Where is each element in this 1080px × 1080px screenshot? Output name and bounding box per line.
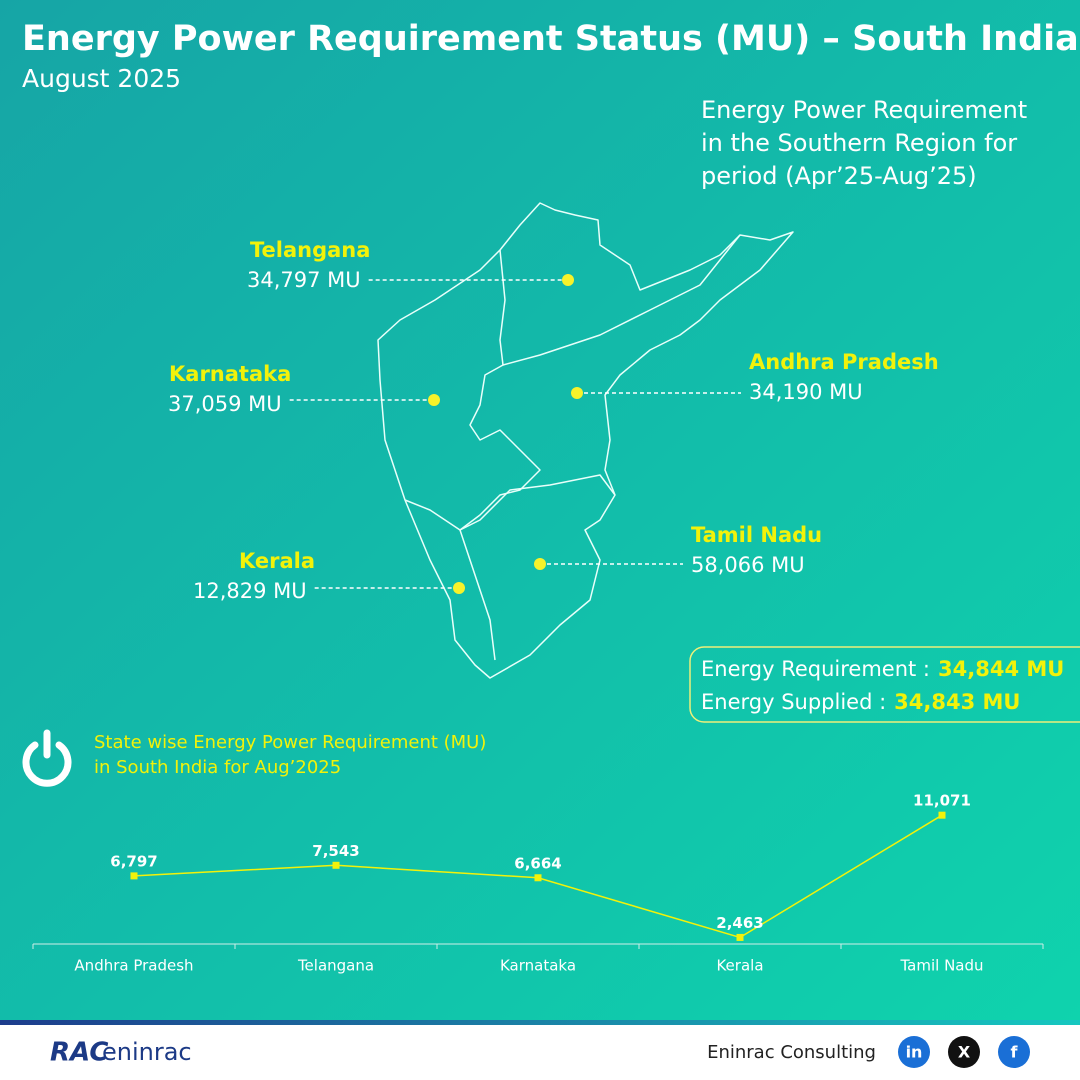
- data-point: [130, 872, 138, 880]
- value-label: 11,071: [913, 792, 971, 810]
- social-glyph[interactable]: f: [1011, 1043, 1019, 1062]
- state-dot: [428, 394, 440, 406]
- summary-box: [689, 646, 1080, 723]
- data-point: [332, 861, 340, 869]
- x-tick-label: Karnataka: [500, 957, 576, 975]
- x-tick-label: Telangana: [297, 957, 374, 975]
- power-icon: [22, 729, 72, 787]
- state-name: Andhra Pradesh: [749, 350, 939, 374]
- state-value: 34,190 MU: [749, 380, 863, 404]
- state-value: 34,797 MU: [247, 268, 361, 292]
- state-dot: [562, 274, 574, 286]
- border: [459, 529, 496, 661]
- logo-text: eninrac: [102, 1038, 192, 1066]
- border: [499, 234, 741, 366]
- state-value: 37,059 MU: [168, 392, 282, 416]
- state-name: Tamil Nadu: [691, 523, 822, 547]
- background: [0, 0, 1080, 1022]
- title: Energy Power Requirement Status (MU) – S…: [22, 19, 1079, 59]
- x-tick-label: Kerala: [716, 957, 763, 975]
- x-tick-label: Tamil Nadu: [899, 957, 983, 975]
- data-point: [938, 811, 946, 819]
- state-name: Kerala: [239, 549, 315, 573]
- social-glyph[interactable]: X: [958, 1043, 971, 1062]
- state-dot: [453, 582, 465, 594]
- border: [404, 474, 616, 531]
- state-dot: [534, 558, 546, 570]
- summary-label: Energy Requirement :: [701, 657, 930, 681]
- state-name: Telangana: [250, 238, 370, 262]
- note-line: period (Apr’25-Aug’25): [701, 162, 977, 190]
- state-name: Karnataka: [169, 362, 291, 386]
- value-label: 2,463: [716, 914, 763, 932]
- region-note: Energy Power Requirement in the Southern…: [701, 96, 1027, 190]
- summary-value: 34,843 MU: [894, 690, 1020, 714]
- logo-mark: RAC: [50, 1038, 108, 1068]
- summary-label: Energy Supplied :: [701, 690, 886, 714]
- state-value: 12,829 MU: [193, 579, 307, 603]
- value-label: 7,543: [312, 842, 359, 860]
- logo: RAC eninrac: [50, 1038, 192, 1068]
- summary-value: 34,844 MU: [938, 657, 1064, 681]
- company: Eninrac Consulting: [707, 1042, 876, 1063]
- footer-strip: [0, 1020, 1080, 1025]
- social-icon[interactable]: [898, 1036, 930, 1068]
- state-dot: [571, 387, 583, 399]
- x-tick-label: Andhra Pradesh: [74, 957, 193, 975]
- state-value: 58,066 MU: [691, 553, 805, 577]
- map: [377, 202, 794, 679]
- social-icon[interactable]: [998, 1036, 1030, 1068]
- value-label: 6,797: [110, 852, 157, 870]
- social-glyph[interactable]: in: [906, 1043, 923, 1062]
- data-point: [736, 933, 744, 941]
- icon-arc: [22, 741, 72, 787]
- social-icon[interactable]: [948, 1036, 980, 1068]
- note-line: in the Southern Region for: [701, 129, 1017, 157]
- note-line: Energy Power Requirement: [701, 96, 1027, 124]
- value-label: 6,664: [514, 854, 561, 872]
- data-point: [534, 874, 542, 882]
- subtitle: August 2025: [22, 64, 181, 93]
- chart-title: State wise Energy Power Requirement (MU): [94, 732, 486, 753]
- chart-title: in South India for Aug’2025: [94, 757, 341, 778]
- border: [459, 364, 541, 531]
